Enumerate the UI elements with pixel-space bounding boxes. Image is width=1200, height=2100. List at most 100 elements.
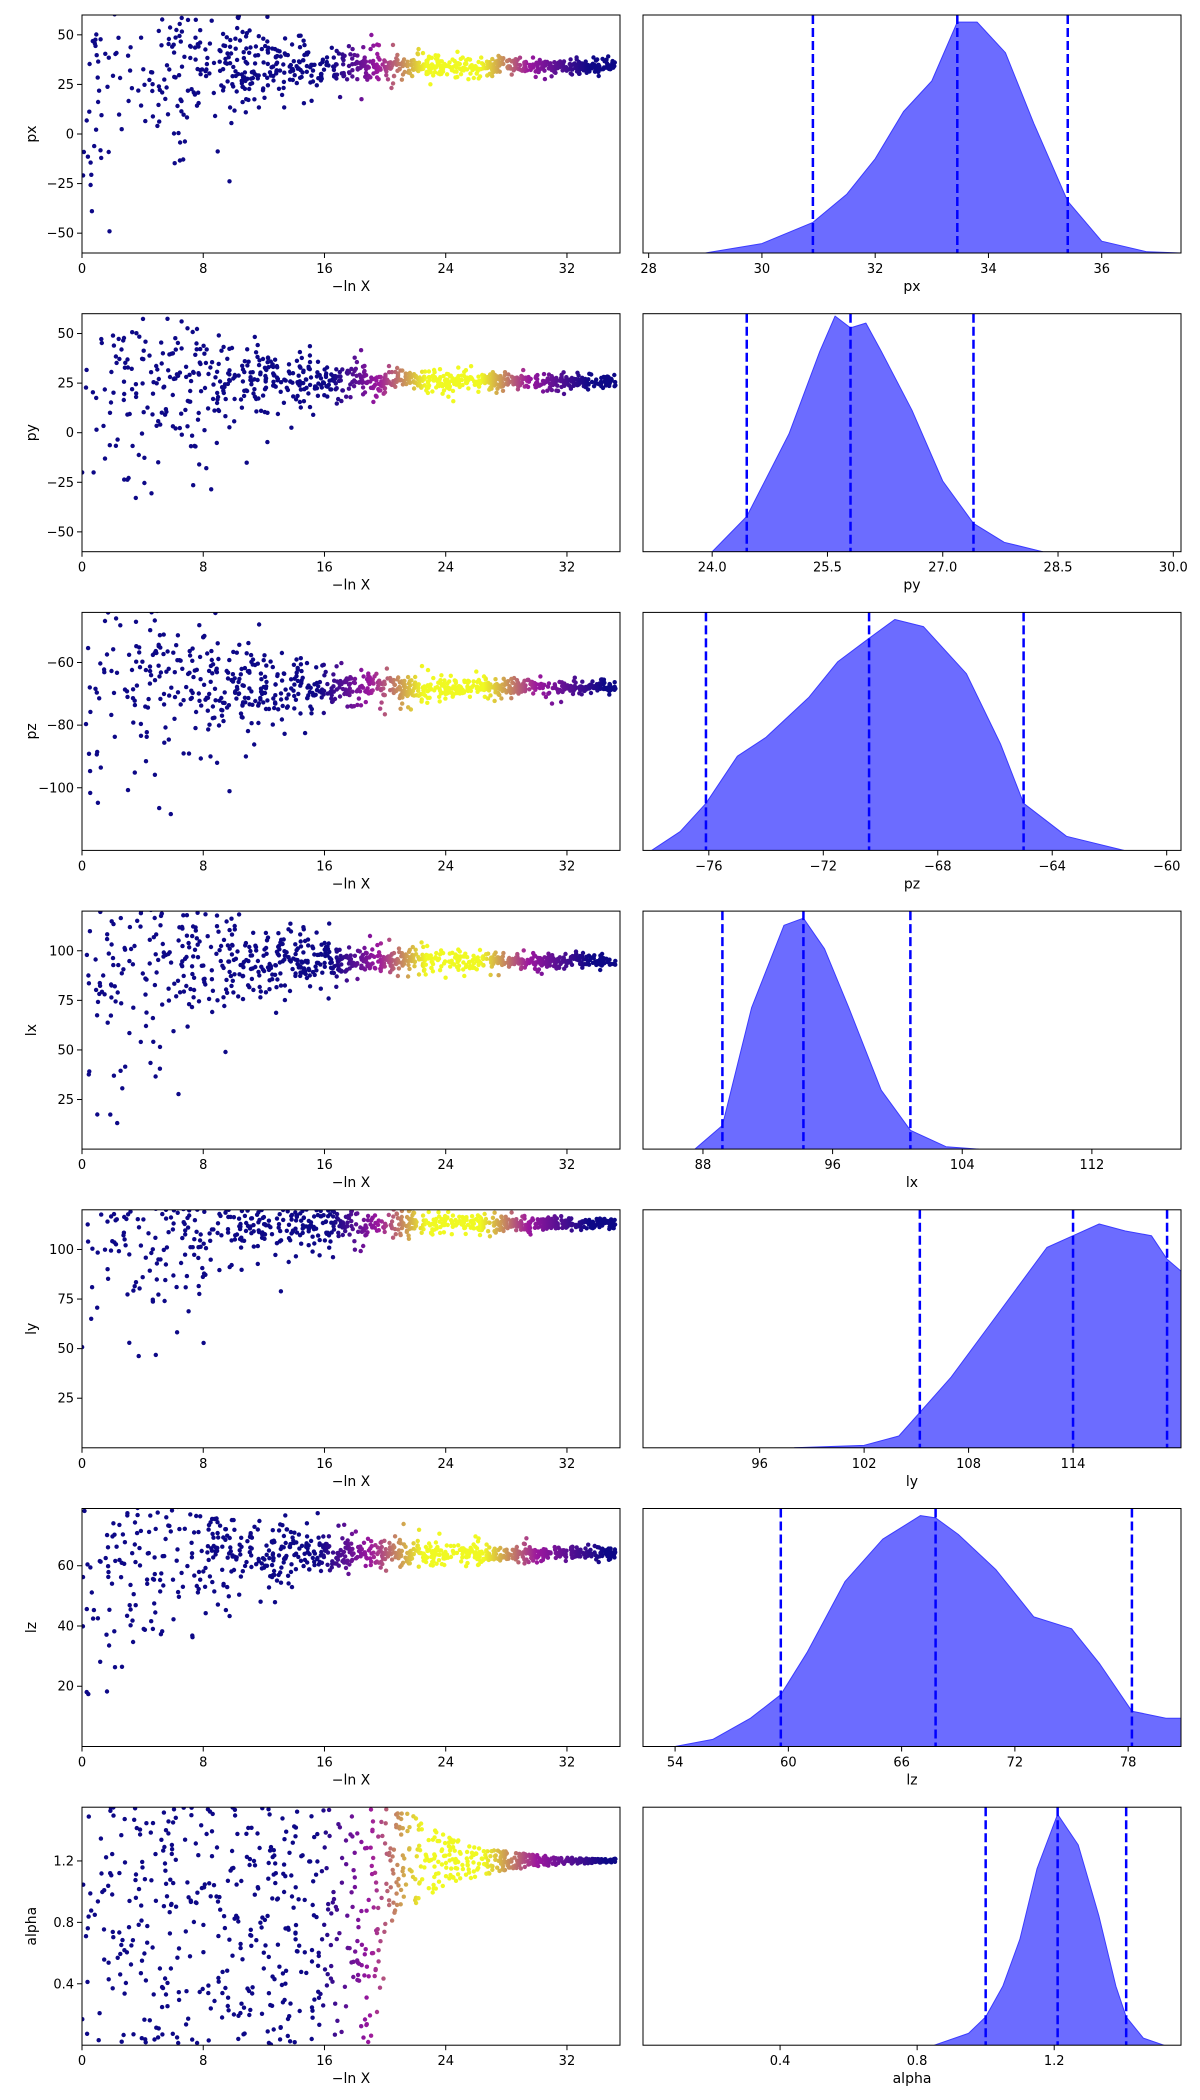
trace-point [184, 115, 190, 120]
trace-point [171, 1209, 177, 1213]
trace-point [537, 383, 542, 388]
trace-point [492, 1210, 497, 1215]
trace-point [156, 957, 161, 963]
trace-point [453, 952, 458, 957]
trace-point [416, 686, 421, 691]
trace-point [240, 996, 246, 1002]
x-tick-label: 24 [437, 1158, 454, 1173]
trace-point [204, 347, 209, 352]
trace-point [406, 949, 412, 954]
trace-point [308, 1223, 314, 1228]
trace-point [348, 52, 353, 57]
trace-point [123, 1135, 127, 1139]
trace-point [163, 725, 168, 730]
trace-point [506, 372, 511, 377]
trace-point [112, 573, 116, 577]
trace-point [201, 343, 206, 348]
trace-point [487, 1234, 493, 1239]
trace-point [240, 29, 245, 35]
trace-point [444, 72, 450, 77]
trace-point [321, 67, 327, 72]
trace-point [334, 367, 339, 372]
x-tick-label: 0 [78, 1457, 86, 1472]
trace-point [219, 695, 224, 701]
trace-point [126, 594, 130, 598]
posterior-area [651, 619, 1125, 851]
trace-point [546, 372, 552, 377]
x-tick-label: 0 [78, 262, 86, 277]
trace-point [315, 359, 321, 364]
trace-point [462, 61, 468, 67]
trace-point [461, 690, 467, 695]
trace-point [259, 677, 264, 682]
trace-point [297, 45, 303, 50]
trace-point [315, 1233, 321, 1238]
trace-point [555, 61, 561, 67]
x-tick-label: 30 [754, 262, 771, 277]
trace-point [579, 960, 584, 965]
trace-point [114, 360, 119, 366]
trace-point [552, 682, 557, 687]
trace-point [322, 1238, 328, 1243]
trace-point [346, 63, 352, 69]
trace-point [178, 1260, 184, 1266]
trace-point [567, 383, 572, 388]
trace-point [442, 959, 448, 964]
trace-point [336, 1233, 341, 1239]
y-axis-label: pz [24, 723, 40, 739]
trace-point [168, 1215, 174, 1220]
trace-point [506, 964, 512, 969]
trace-point [204, 67, 209, 72]
trace-point [82, 470, 85, 475]
trace-point [110, 1151, 114, 1155]
trace-point [101, 973, 106, 978]
trace-point [125, 694, 130, 700]
trace-point [346, 386, 352, 391]
trace-axes-frame [81, 611, 621, 851]
trace-point [399, 960, 404, 965]
trace-point [154, 363, 159, 369]
trace-point [170, 218, 174, 222]
trace-point [205, 406, 211, 411]
trace-point [132, 943, 137, 949]
trace-point [119, 347, 124, 352]
trace-point [111, 1021, 115, 1025]
trace-point [254, 948, 259, 953]
trace-point [171, 1221, 176, 1226]
trace-point [452, 678, 457, 683]
trace-point [467, 694, 473, 699]
trace-point [579, 379, 584, 384]
trace-point [158, 670, 164, 675]
trace-point [219, 348, 224, 353]
trace-point [566, 1216, 572, 1221]
trace-point [160, 351, 166, 356]
trace-point [440, 391, 445, 396]
trace-point [209, 360, 215, 365]
trace-point [426, 54, 432, 59]
trace-point [305, 685, 310, 690]
trace-point [386, 60, 391, 66]
trace-point [597, 959, 602, 964]
trace-point [310, 1249, 315, 1254]
trace-point [523, 686, 528, 692]
trace-point [407, 679, 412, 684]
trace-point [105, 1267, 110, 1272]
trace-point [119, 1163, 123, 1167]
trace-point [347, 70, 352, 76]
trace-point [381, 391, 386, 396]
trace-point [94, 32, 99, 37]
trace-point [495, 62, 500, 68]
trace-point [326, 941, 331, 946]
trace-point [353, 1222, 359, 1227]
trace-point [175, 1210, 180, 1216]
trace-point [445, 681, 450, 686]
trace-point [203, 1565, 208, 1571]
trace-point [291, 1203, 295, 1207]
trace-point [327, 949, 332, 955]
trace-point [143, 759, 149, 764]
trace-point [219, 707, 224, 713]
trace-point [224, 977, 229, 983]
trace-point [179, 64, 185, 69]
trace-points [82, 15, 617, 234]
trace-point [306, 366, 311, 371]
